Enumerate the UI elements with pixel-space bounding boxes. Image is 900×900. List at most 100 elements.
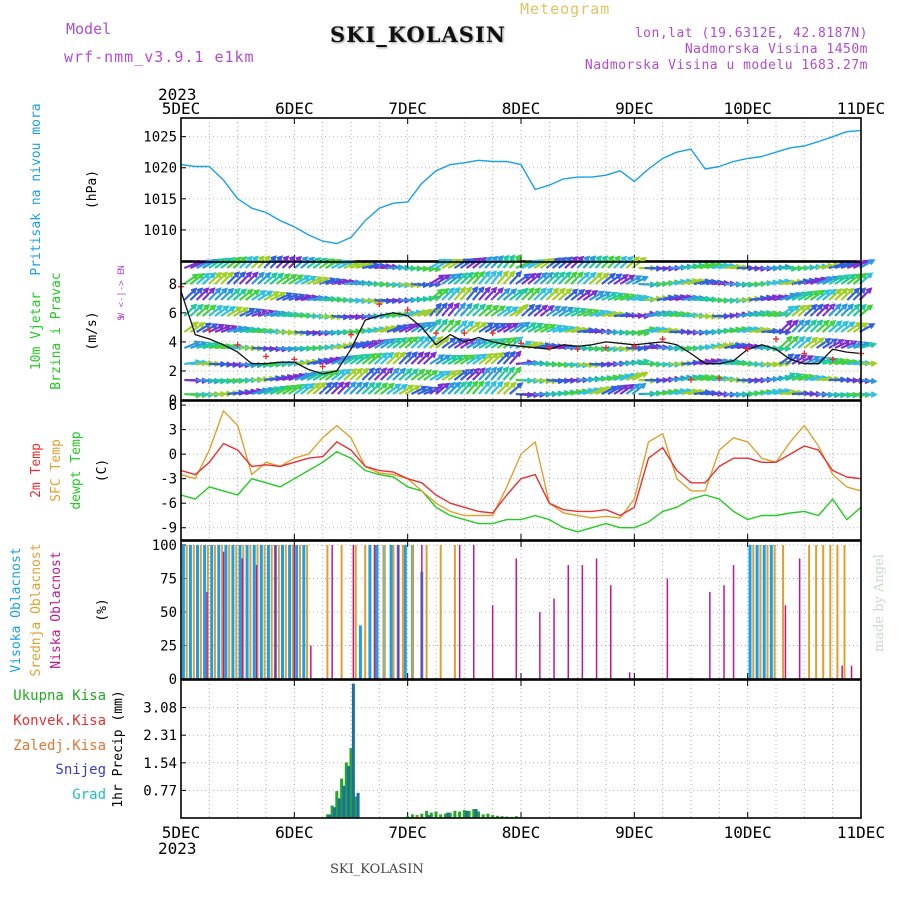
wind-arrow — [619, 294, 636, 302]
wind-arrow — [466, 257, 481, 269]
wind-arrow — [349, 368, 363, 381]
wind-arrow-head — [622, 274, 630, 281]
wind-arrow — [496, 366, 509, 381]
wind-arrow-head — [868, 259, 876, 266]
wind-arrow-head — [503, 381, 511, 388]
wind-arrow — [208, 287, 221, 301]
wind-arrow — [368, 264, 385, 270]
wind-arrow — [460, 354, 475, 365]
wind-arrow-head — [454, 286, 461, 294]
cloud-mid-bar — [354, 545, 357, 679]
wind-arrow — [411, 310, 428, 318]
wind-arrow — [459, 368, 474, 381]
precip-total-bar — [340, 778, 344, 818]
wind-arrow — [852, 304, 867, 317]
wind-arrow — [693, 375, 710, 382]
cloud-low-bar — [331, 545, 333, 679]
y-tick-label: 3.08 — [143, 701, 177, 717]
wind-arrow-head — [541, 304, 549, 311]
wind-arrow — [754, 311, 772, 318]
wind-arrow-head — [331, 381, 339, 388]
wind-arrow-head — [437, 383, 445, 390]
wind-arrow — [711, 263, 729, 270]
wind-arrow-head — [444, 354, 452, 361]
wind-arrow — [239, 327, 256, 334]
precip-total-bar — [330, 805, 334, 818]
wind-arrow — [576, 388, 593, 396]
cloud-low-bar — [491, 605, 494, 679]
wind-arrow — [638, 327, 655, 334]
wind-arrow — [558, 271, 571, 285]
wind-gust-marker — [688, 376, 694, 383]
cloud-mid-bar — [299, 545, 301, 679]
bottom-day-label: 7DEC — [388, 823, 427, 842]
wind-arrow — [539, 272, 553, 285]
wind-arrow-head — [870, 360, 878, 367]
wind-arrow-head — [787, 305, 795, 312]
cloud-high-bar — [188, 545, 192, 679]
cloud-low-bar — [421, 545, 423, 679]
wind-arrow-head — [239, 271, 247, 278]
wind-arrow — [367, 339, 384, 349]
wind-arrow — [840, 340, 857, 350]
wind-arrow — [502, 367, 515, 381]
wind-arrow — [441, 370, 457, 381]
wind-arrow — [183, 321, 198, 333]
panel-frame — [180, 540, 862, 680]
wind-arrow-head — [641, 275, 649, 282]
wind-arrow — [828, 359, 845, 366]
wind-arrow-head — [388, 382, 395, 390]
wind-arrow — [208, 305, 223, 317]
wind-arrow-head — [528, 303, 536, 311]
wind-arrow — [214, 272, 228, 285]
cloud-mid-bar — [439, 545, 442, 679]
wind-arrow-head — [522, 287, 529, 294]
wind-arrow-head — [837, 339, 845, 346]
wind-arrow-head — [337, 381, 345, 388]
wind-arrow — [785, 292, 801, 302]
wind-arrow-head — [850, 340, 858, 347]
cloud-low-bar — [293, 545, 296, 679]
wind-arrow — [815, 289, 831, 301]
wind-arrow — [546, 325, 562, 334]
wind-arrow — [852, 273, 867, 285]
wind-arrow-head — [474, 321, 482, 328]
y-tick-label: 6 — [169, 306, 177, 322]
y-tick-label: 4 — [169, 335, 177, 351]
wind-arrow — [447, 287, 461, 301]
cloud-high-bar — [252, 545, 256, 679]
bottom-day-label: 8DEC — [502, 823, 541, 842]
wind-arrow-head — [227, 287, 235, 295]
wind-arrow — [564, 288, 578, 301]
cloud-low-bar — [610, 585, 612, 679]
wind-arrow — [435, 337, 450, 349]
panel-frame — [180, 117, 862, 262]
wind-arrow — [349, 262, 366, 270]
wind-arrow — [779, 372, 796, 382]
wind-arrow-head — [866, 304, 874, 311]
wind-arrow — [410, 369, 425, 381]
wind-arrow-head — [407, 384, 415, 391]
wind-arrow-head — [467, 320, 475, 327]
wind-arrow — [521, 287, 535, 301]
wind-arrow-head — [450, 370, 458, 377]
wind-arrow — [669, 295, 686, 302]
wind-arrow — [650, 328, 667, 334]
wind-arrow-head — [368, 367, 376, 374]
wind-arrow-head — [567, 306, 575, 313]
wind-arrow — [306, 276, 323, 286]
wind-arrow — [288, 384, 303, 395]
wind-arrow — [300, 275, 316, 285]
wind-arrow-head — [417, 351, 425, 358]
wind-arrow-head — [467, 368, 475, 375]
wind-arrow — [300, 383, 315, 395]
wind-arrow — [582, 309, 599, 318]
wind-arrow — [282, 293, 298, 302]
wind-arrow-head — [295, 255, 303, 263]
wind-arrow — [471, 271, 485, 285]
wind-arrow — [558, 256, 572, 269]
wind-arrow — [613, 384, 629, 395]
wind-arrow — [859, 259, 875, 269]
wind-arrow-head — [308, 382, 316, 390]
cloud-low-bar — [255, 565, 258, 679]
